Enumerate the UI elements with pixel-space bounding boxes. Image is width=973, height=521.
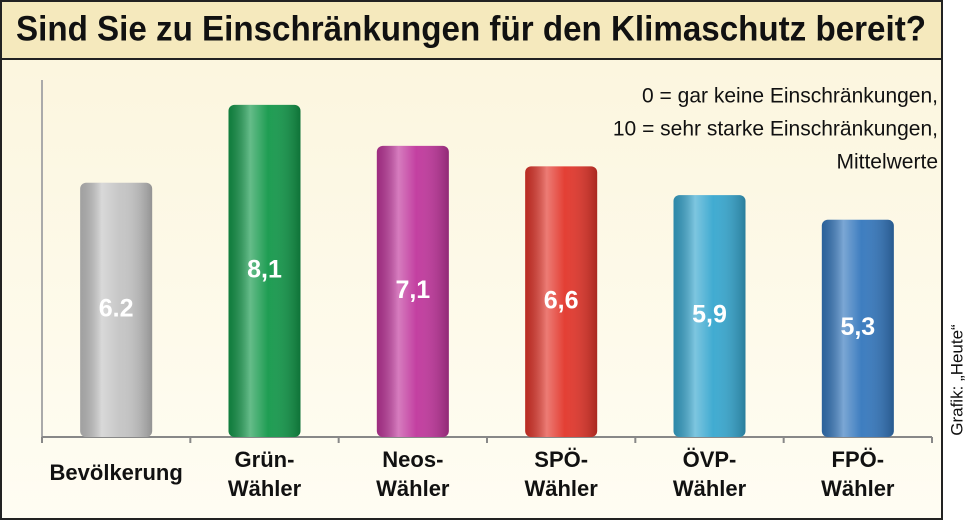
value-label: 5,3: [840, 313, 875, 341]
x-tick-label: FPÖ-Wähler: [821, 447, 895, 501]
bar-shine: [673, 195, 746, 437]
x-tick-label: Grün-Wähler: [228, 447, 302, 501]
title-bar: [0, 0, 943, 60]
x-tick-label: ÖVP-Wähler: [673, 447, 747, 501]
bar-shine: [376, 145, 449, 437]
x-tick-label: Bevölkerung: [50, 460, 183, 485]
value-label: 8,1: [247, 256, 282, 284]
chart-title: Sind Sie zu Einschränkungen für den Klim…: [16, 9, 926, 48]
bar-shine: [525, 166, 598, 437]
bar-shine: [80, 182, 153, 437]
note-line: Mittelwerte: [836, 151, 938, 174]
note-line: 10 = sehr starke Einschränkungen,: [613, 118, 938, 141]
bar-shine: [821, 219, 894, 437]
value-label: 5,9: [692, 301, 727, 329]
x-tick-label: Neos-Wähler: [376, 447, 450, 501]
frame: [0, 0, 943, 520]
value-label: 6,6: [544, 286, 579, 314]
note-line: 0 = gar keine Einschränkungen,: [642, 85, 938, 108]
source: Grafik: „Heute“: [947, 324, 966, 436]
value-label: 7,1: [395, 276, 430, 304]
bar-shine: [228, 104, 301, 438]
value-label: 6.2: [99, 295, 134, 323]
x-tick-label: SPÖ-Wähler: [524, 447, 598, 501]
